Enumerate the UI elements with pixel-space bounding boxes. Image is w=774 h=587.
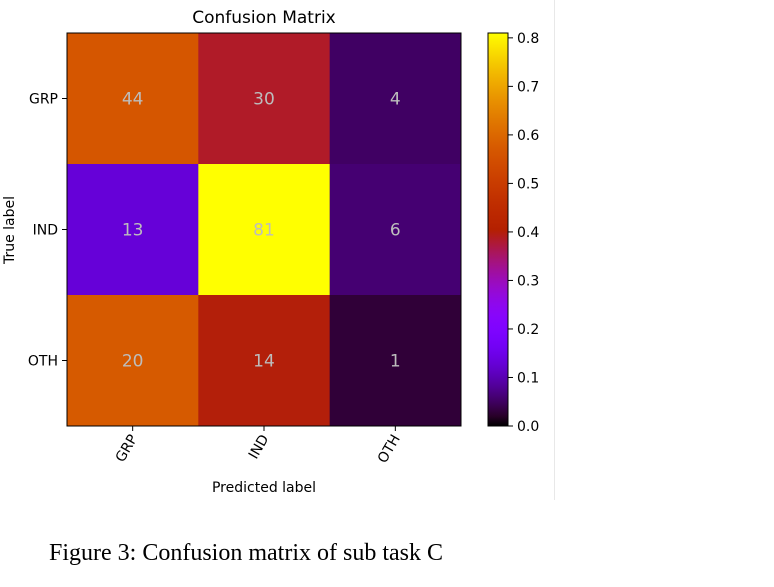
y-tick-label: GRP <box>29 92 58 108</box>
heatmap-cell-value: 81 <box>253 221 275 241</box>
heatmap-cell-value: 44 <box>122 90 144 110</box>
heatmap-cell-value: 14 <box>253 352 275 372</box>
heatmap-cell <box>67 295 199 427</box>
heatmap-cell-value: 30 <box>253 90 275 110</box>
y-axis-ticks: GRP IND OTH <box>28 92 67 370</box>
y-tick-label: IND <box>33 223 58 239</box>
heatmap-cell <box>198 33 331 165</box>
x-axis-ticks: GRP IND OTH <box>113 426 404 466</box>
x-axis-label: Predicted label <box>212 480 316 496</box>
heatmap-cell-labels: 44 30 4 13 81 6 20 14 1 <box>122 90 401 372</box>
heatmap-cell-value: 6 <box>390 221 401 241</box>
heatmap-cell <box>67 33 199 165</box>
colorbar <box>487 32 509 427</box>
heatmap-cell-value: 20 <box>122 352 144 372</box>
heatmap-cell-value: 1 <box>390 352 401 372</box>
heatmap-cell <box>198 295 331 427</box>
heatmap-cell-value: 13 <box>122 221 144 241</box>
figure-caption: Figure 3: Confusion matrix of sub task C <box>49 540 443 566</box>
colorbar-tick-label: 0.3 <box>517 273 539 289</box>
colorbar-tick-label: 0.2 <box>517 322 539 338</box>
colorbar-tick-label: 0.4 <box>517 225 539 241</box>
colorbar-tick-label: 0.0 <box>517 419 539 435</box>
colorbar-tick-label: 0.6 <box>517 128 539 144</box>
colorbar-tick-label: 0.8 <box>517 31 539 47</box>
x-tick-label: GRP <box>113 432 141 465</box>
y-axis-label: True label <box>2 196 18 265</box>
page-divider <box>554 0 555 500</box>
heatmap-cells <box>67 33 462 427</box>
colorbar-tick-label: 0.5 <box>517 176 539 192</box>
y-tick-label: OTH <box>28 354 58 370</box>
heatmap-cell <box>329 33 462 165</box>
heatmap-cell <box>198 164 331 296</box>
x-tick-label: OTH <box>375 432 404 466</box>
heatmap-cell-value: 4 <box>390 90 401 110</box>
colorbar-tick-label: 0.7 <box>517 79 539 95</box>
x-tick-label: IND <box>246 432 273 462</box>
colorbar-tick-label: 0.1 <box>517 370 539 386</box>
colorbar-ticks: 0.0 0.1 0.2 0.3 0.4 0.5 0.6 0.7 0.8 <box>508 31 539 435</box>
chart-title: Confusion Matrix <box>192 8 336 28</box>
heatmap-cell <box>329 295 462 427</box>
heatmap-cell <box>67 164 199 296</box>
heatmap-cell <box>329 164 462 296</box>
